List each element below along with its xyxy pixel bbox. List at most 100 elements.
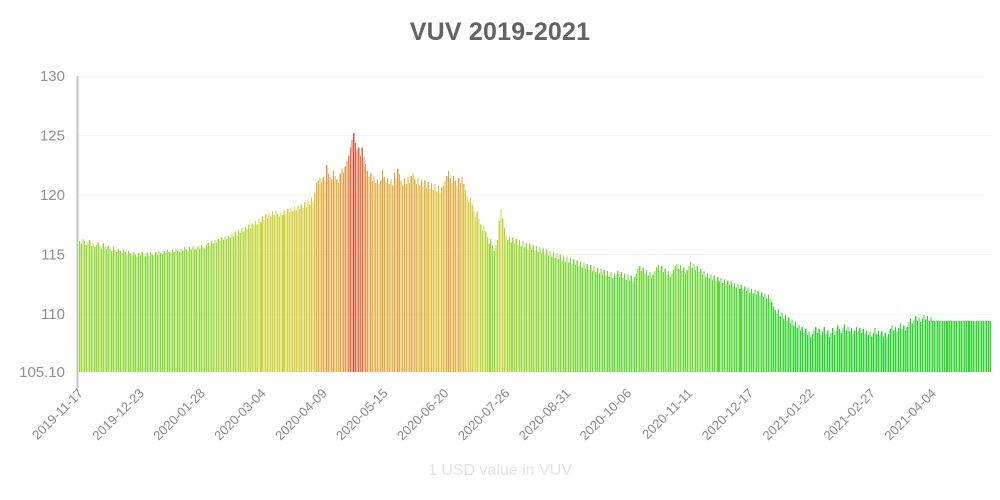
bar bbox=[214, 240, 216, 372]
bar bbox=[644, 273, 646, 372]
bar bbox=[695, 269, 697, 372]
bar bbox=[654, 270, 656, 372]
bar bbox=[865, 330, 868, 372]
bar bbox=[869, 331, 871, 372]
bar bbox=[889, 329, 891, 372]
bar bbox=[979, 320, 981, 372]
bar bbox=[182, 250, 184, 372]
bar bbox=[634, 276, 636, 372]
bar bbox=[718, 281, 720, 372]
bar bbox=[500, 209, 502, 372]
bar bbox=[673, 269, 675, 372]
bar bbox=[491, 244, 494, 372]
bar bbox=[251, 223, 253, 372]
bar bbox=[772, 306, 775, 372]
x-axis-tick-label: 2020-06-20 bbox=[394, 386, 452, 444]
bar bbox=[239, 232, 241, 372]
bar bbox=[669, 276, 671, 372]
bar bbox=[226, 238, 228, 372]
bar bbox=[138, 253, 140, 372]
y-axis-tick-label: 110 bbox=[41, 306, 65, 323]
bar bbox=[183, 247, 186, 372]
bar bbox=[161, 254, 164, 372]
bar bbox=[840, 332, 842, 372]
bar bbox=[835, 331, 837, 372]
bar bbox=[265, 213, 267, 372]
bar bbox=[796, 328, 798, 372]
bar bbox=[104, 247, 106, 372]
bar bbox=[717, 276, 719, 372]
bar bbox=[827, 330, 829, 372]
bar bbox=[80, 243, 82, 372]
bar bbox=[921, 318, 924, 372]
bar bbox=[645, 269, 648, 372]
bar bbox=[175, 248, 177, 372]
bar bbox=[402, 185, 404, 372]
bar bbox=[693, 263, 695, 372]
bar bbox=[165, 253, 167, 372]
bar bbox=[781, 312, 783, 372]
bar bbox=[554, 257, 556, 372]
bar bbox=[371, 180, 373, 372]
bar bbox=[412, 173, 414, 372]
bar bbox=[139, 255, 142, 372]
bar bbox=[632, 281, 634, 372]
bar bbox=[732, 286, 734, 372]
bar bbox=[684, 273, 687, 372]
bar bbox=[561, 260, 563, 372]
bar bbox=[400, 180, 402, 372]
bar bbox=[190, 249, 192, 372]
bar bbox=[659, 269, 661, 372]
x-axis-tick-label: 2020-04-09 bbox=[272, 386, 330, 444]
bar bbox=[564, 261, 566, 372]
bar bbox=[811, 333, 814, 372]
bar bbox=[170, 253, 172, 372]
x-axis-tick-label: 2021-01-22 bbox=[759, 386, 817, 444]
bar bbox=[310, 197, 313, 372]
bar bbox=[361, 147, 363, 372]
bar bbox=[199, 248, 201, 372]
bar bbox=[977, 320, 979, 372]
bar bbox=[539, 247, 541, 372]
bar bbox=[92, 243, 94, 372]
bar bbox=[131, 255, 133, 372]
bar bbox=[136, 256, 138, 372]
bar bbox=[706, 273, 709, 372]
bar bbox=[106, 249, 108, 372]
bar bbox=[238, 230, 240, 372]
bar bbox=[485, 231, 487, 372]
bar bbox=[750, 288, 753, 372]
bar bbox=[982, 320, 984, 372]
bar bbox=[212, 243, 214, 372]
bar bbox=[368, 177, 370, 372]
bar bbox=[78, 241, 81, 372]
bar bbox=[424, 180, 426, 372]
bar bbox=[534, 250, 536, 372]
bar bbox=[227, 235, 230, 372]
bar bbox=[407, 177, 409, 372]
bar bbox=[803, 332, 805, 372]
bar bbox=[288, 212, 291, 372]
bar bbox=[891, 325, 893, 372]
bar bbox=[468, 202, 470, 372]
bar bbox=[715, 280, 717, 372]
bar bbox=[444, 180, 446, 372]
bar bbox=[231, 234, 233, 372]
bar bbox=[727, 280, 729, 372]
bar bbox=[419, 185, 421, 372]
x-axis-tick-label: 2020-05-15 bbox=[333, 386, 391, 444]
bar bbox=[429, 188, 431, 372]
bar bbox=[488, 243, 490, 372]
bar bbox=[188, 247, 191, 372]
bar bbox=[864, 333, 866, 372]
bar bbox=[483, 225, 485, 372]
bar bbox=[320, 181, 323, 372]
bar bbox=[893, 330, 895, 372]
bar bbox=[194, 248, 196, 372]
bar bbox=[713, 275, 715, 372]
bar bbox=[282, 215, 284, 372]
bar bbox=[596, 267, 599, 372]
bar bbox=[358, 147, 360, 372]
bar bbox=[243, 231, 245, 372]
bar bbox=[375, 182, 377, 372]
